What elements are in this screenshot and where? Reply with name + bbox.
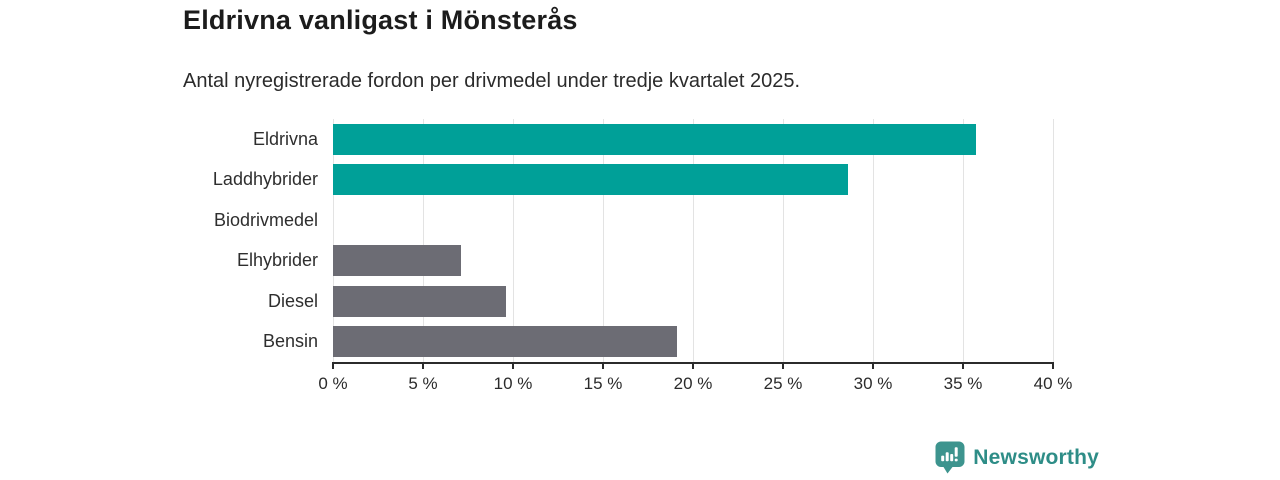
gridline — [963, 119, 964, 362]
x-axis-tick-label: 25 % — [763, 374, 803, 393]
category-labels: Eldrivna Laddhybrider Biodrivmedel Elhybrid… — [0, 119, 318, 362]
gridline — [693, 119, 694, 362]
x-axis-tick — [602, 362, 604, 369]
gridline — [783, 119, 784, 362]
newsworthy-logo-text: Newsworthy — [973, 445, 1099, 469]
bar-row — [333, 281, 1053, 322]
gridline — [603, 119, 604, 362]
gridline — [873, 119, 874, 362]
category-label-bensin: Bensin — [262, 331, 318, 352]
x-axis-tick — [782, 362, 784, 369]
x-axis-tick-label: 0 % — [318, 374, 348, 393]
x-axis-tick-label: 35 % — [943, 374, 983, 393]
bars-layer — [333, 119, 1053, 362]
bar-elhybrider — [333, 245, 461, 277]
x-axis-tick — [1052, 362, 1054, 369]
x-axis-tick — [872, 362, 874, 369]
plot-area: 0 % 5 % 10 % 15 % 20 % 25 % 30 % 35 % 40 % — [318, 119, 1072, 393]
category-label-laddhybrider: Laddhybrider — [212, 169, 318, 190]
x-axis-tick — [332, 362, 334, 369]
category-label-biodrivmedel: Biodrivmedel — [213, 209, 318, 230]
category-label-diesel: Diesel — [267, 290, 318, 311]
newsworthy-logo[interactable]: Newsworthy — [935, 441, 1099, 474]
x-axis-tick-label: 30 % — [853, 374, 893, 393]
bar-row — [333, 322, 1053, 363]
gridline — [333, 119, 334, 362]
category-label-eldrivna: Eldrivna — [252, 128, 318, 149]
bar-row — [333, 241, 1053, 282]
gridline — [513, 119, 514, 362]
x-axis-tick-label: 5 % — [408, 374, 438, 393]
bar-row — [333, 119, 1053, 160]
x-axis-tick-label: 10 % — [493, 374, 533, 393]
bar-row — [333, 160, 1053, 201]
bar-laddhybrider — [333, 164, 848, 196]
gridline — [1053, 119, 1054, 362]
x-axis-tick — [422, 362, 424, 369]
gridline — [423, 119, 424, 362]
bar-eldrivna — [333, 123, 976, 155]
bar-diesel — [333, 285, 506, 317]
x-axis-tick-label: 40 % — [1033, 374, 1073, 393]
x-axis-tick-label: 15 % — [583, 374, 623, 393]
x-axis-tick — [962, 362, 964, 369]
x-axis-tick-label: 20 % — [673, 374, 713, 393]
category-label-elhybrider: Elhybrider — [236, 250, 318, 271]
newsworthy-logo-icon — [935, 441, 965, 474]
x-axis-tick — [692, 362, 694, 369]
x-axis-tick — [512, 362, 514, 369]
bar-bensin — [333, 326, 677, 358]
chart-title: Eldrivna vanligast i Mönsterås — [183, 5, 578, 35]
bar-row — [333, 200, 1053, 241]
chart-subtitle: Antal nyregistrerade fordon per drivmede… — [183, 70, 801, 92]
